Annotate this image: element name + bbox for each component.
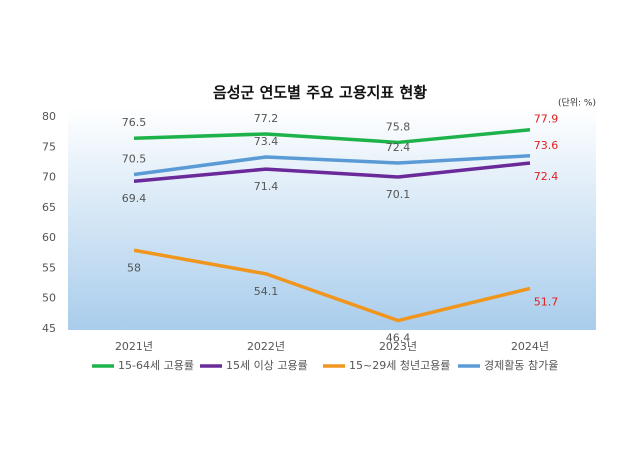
y-tick-label: 60 [42, 231, 56, 244]
legend-label: 15~29세 청년고용률 [349, 359, 450, 372]
data-label: 69.4 [122, 192, 147, 205]
legend-label: 15세 이상 고용률 [226, 359, 308, 372]
y-tick-label: 50 [42, 292, 56, 305]
series-line [133, 127, 531, 145]
unit-note: (단위: %) [558, 98, 596, 109]
data-label: 51.7 [534, 295, 559, 308]
data-label: 77.9 [534, 113, 559, 126]
x-tick-label: 2021년 [115, 340, 153, 353]
data-label: 77.2 [254, 112, 279, 125]
data-label: 75.8 [386, 120, 411, 133]
y-tick-label: 65 [42, 201, 56, 214]
series-line [133, 161, 531, 183]
y-tick-label: 45 [42, 322, 56, 335]
series-line [133, 154, 531, 177]
series-line [133, 248, 531, 323]
data-label: 72.4 [386, 141, 411, 154]
data-label: 54.1 [254, 285, 279, 298]
data-label: 73.6 [534, 139, 559, 152]
data-label: 76.5 [122, 116, 147, 129]
y-tick-label: 70 [42, 171, 56, 184]
x-tick-label: 2024년 [511, 340, 549, 353]
chart-title: 음성군 연도별 주요 고용지표 현황 [213, 84, 427, 102]
y-tick-label: 80 [42, 110, 56, 123]
y-tick-label: 55 [42, 261, 56, 274]
y-tick-label: 75 [42, 140, 56, 153]
x-tick-label: 2022년 [247, 340, 285, 353]
legend-label: 15-64세 고용률 [118, 359, 194, 372]
data-label: 71.4 [254, 180, 279, 193]
data-label: 73.4 [254, 135, 279, 148]
data-label: 46.4 [386, 332, 411, 345]
x-tick-label: 2023년 [379, 340, 417, 353]
legend-label: 경제활동 참가율 [484, 358, 558, 372]
data-label: 70.1 [386, 188, 411, 201]
data-label: 58 [127, 261, 141, 274]
data-label: 70.5 [122, 153, 147, 166]
data-label: 72.4 [534, 170, 559, 183]
